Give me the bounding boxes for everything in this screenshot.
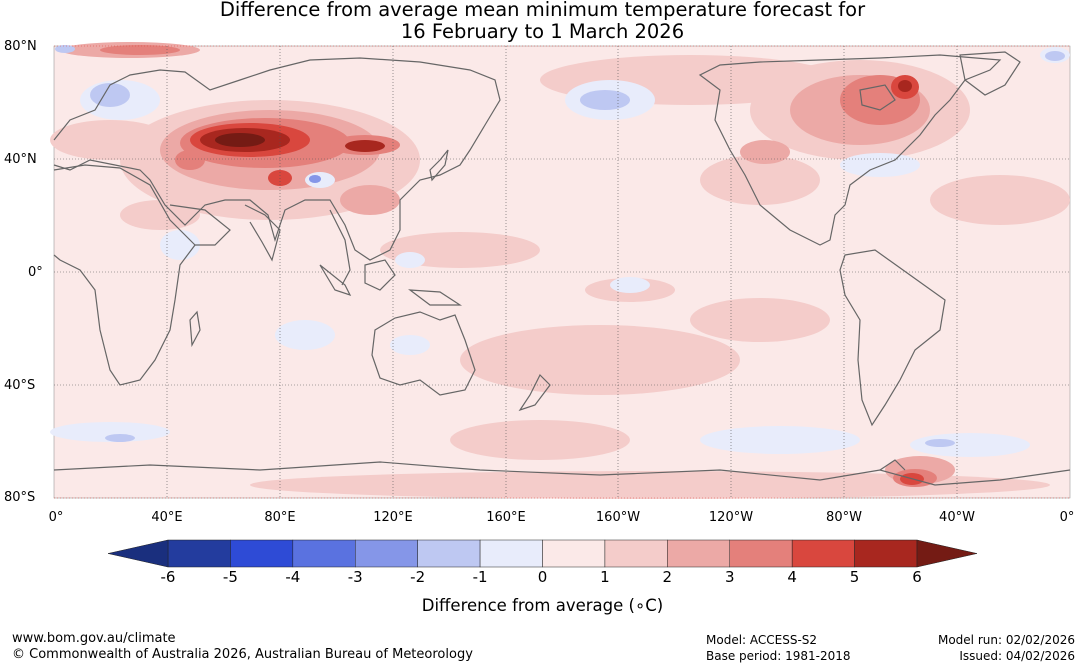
colorbar-segment (230, 539, 294, 568)
colorbar-tick-label: 3 (724, 568, 735, 586)
sumatra-outline (319, 264, 352, 297)
chart-title-line2: 16 February to 1 March 2026 (400, 20, 685, 43)
north-america-outline (698, 54, 1002, 246)
colorbar-segment (729, 539, 793, 568)
lon-label-80e: 80°E (264, 510, 296, 525)
greenland-outline (959, 51, 1021, 96)
footer-model: Model: ACCESS-S2 (706, 633, 818, 647)
footer-url: www.bom.gov.au/climate (12, 631, 176, 646)
lon-label-160w: 160°W (595, 510, 641, 525)
lat-label-80n: 80°N (4, 39, 37, 54)
lat-label-40s: 40°S (4, 378, 36, 393)
colorbar-segment (355, 539, 418, 568)
colorbar-tick-label: -4 (285, 568, 301, 586)
colorbar-segment (479, 539, 543, 568)
colorbar-tick-label: 2 (662, 568, 673, 586)
japan-outline (429, 149, 449, 182)
colorbar-extend-high (916, 539, 978, 568)
lat-label-40n: 40°N (4, 152, 37, 167)
borneo-outline (364, 259, 396, 291)
lon-label-0-right: 0° (1059, 510, 1075, 525)
colorbar-extend-low (107, 539, 169, 568)
colorbar-tick-label: 5 (849, 568, 860, 586)
colorbar-segment (417, 539, 481, 568)
colorbar-segment (542, 539, 606, 568)
colorbar-tick-label: 4 (787, 568, 797, 586)
colorbar-tick-label: 6 (912, 568, 922, 586)
antarctic-peninsula-outline (879, 459, 906, 471)
anomaly-minus-3-to-minus-2-regions (309, 175, 321, 183)
footer-issued: Issued: 04/02/2026 (959, 649, 1075, 663)
footer-base-period: Base period: 1981-2018 (706, 649, 851, 663)
graticule (54, 46, 1070, 498)
africa-outline (53, 164, 196, 386)
colorbar-segment (791, 539, 855, 568)
colorbar-tick-label: -6 (160, 568, 176, 586)
new-guinea-outline (408, 289, 463, 306)
lat-label-80s: 80°S (4, 490, 36, 505)
colorbar-tick-label: 0 (537, 568, 548, 586)
colorbar-segment (667, 539, 730, 568)
colorbar-tick-label: -2 (410, 568, 426, 586)
colorbar-tick-label: 1 (600, 568, 610, 586)
colorbar-tick-label: -3 (347, 568, 363, 586)
colorbar-segment (292, 539, 356, 568)
chart-title-line1: Difference from average mean minimum tem… (219, 0, 866, 21)
lon-label-0-left: 0° (48, 510, 64, 525)
antarctica-outline (53, 461, 1071, 486)
colorbar-segment (604, 539, 668, 568)
australia-outline (371, 311, 476, 396)
colorbar-title: Difference from average (∘C) (421, 596, 664, 615)
footer-model-run: Model run: 02/02/2026 (937, 633, 1075, 647)
india-outline (244, 204, 281, 262)
lon-label-40e: 40°E (151, 510, 183, 525)
continent-outlines (53, 51, 1071, 486)
lon-label-120w: 120°W (708, 510, 754, 525)
colorbar-segment (167, 539, 231, 568)
colorbar-tick-label: -1 (472, 568, 488, 586)
colorbar (107, 539, 978, 568)
madagascar-outline (189, 310, 201, 348)
south-america-outline (839, 249, 946, 427)
lon-label-40w: 40°W (939, 510, 975, 525)
lat-label-0: 0° (28, 265, 43, 280)
colorbar-segment (854, 539, 918, 568)
eurasia-outline (53, 57, 501, 261)
hudson-bay-outline (859, 84, 896, 111)
lon-label-160e: 160°E (486, 510, 526, 525)
anomaly-above-6-regions (215, 133, 265, 147)
colorbar-tick-label: -5 (222, 568, 238, 586)
new-zealand-outline (518, 373, 551, 412)
footer-copyright: © Commonwealth of Australia 2026, Austra… (12, 647, 473, 662)
lon-label-120e: 120°E (373, 510, 413, 525)
lon-label-80w: 80°W (826, 510, 862, 525)
arabian-peninsula-outline (169, 204, 231, 246)
indochina-outline (329, 209, 351, 286)
